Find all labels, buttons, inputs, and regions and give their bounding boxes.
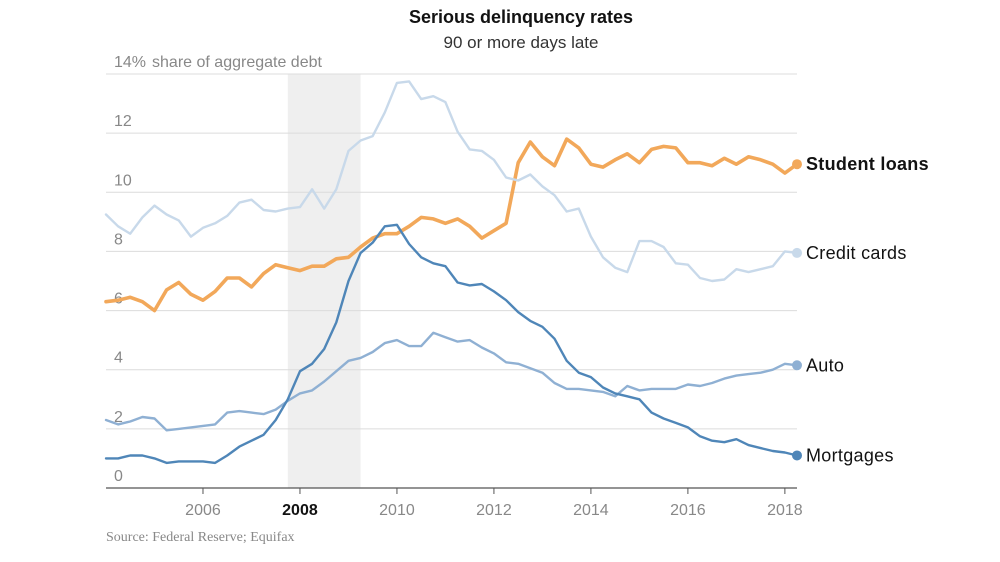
y-tick-label-10: 10 <box>114 172 132 189</box>
series-label-mortgages: Mortgages <box>806 445 894 465</box>
x-tick-label-2016: 2016 <box>670 502 706 519</box>
y-tick-label-8: 8 <box>114 231 123 248</box>
y-tick-label-0: 0 <box>114 468 123 485</box>
series-end-dot-auto <box>792 360 802 371</box>
chart-title: Serious delinquency rates <box>409 7 633 27</box>
series-end-dot-student-loans <box>792 159 802 170</box>
series-line-auto <box>104 331 799 432</box>
y-tick-label-12: 12 <box>114 113 132 130</box>
series-line-mortgages <box>104 223 799 465</box>
series-label-auto: Auto <box>806 355 844 375</box>
series-label-student-loans: Student loans <box>806 154 929 174</box>
chart-subtitle: 90 or more days late <box>444 33 599 52</box>
x-tick-label-2014: 2014 <box>573 502 609 519</box>
y-axis-label: share of aggregate debt <box>152 54 322 71</box>
series-end-dot-credit-cards <box>792 247 802 258</box>
source-note: Source: Federal Reserve; Equifax <box>106 530 295 545</box>
series-line-student-loans <box>104 137 799 313</box>
series-lines <box>104 80 799 465</box>
series-label-credit-cards: Credit cards <box>806 243 907 263</box>
x-tick-label-2006: 2006 <box>185 502 221 519</box>
series-end-dot-mortgages <box>792 450 802 461</box>
series-end-labels: Student loans Credit cards Auto Mortgages <box>792 154 929 465</box>
y-tick-label-2: 2 <box>114 409 123 426</box>
x-tick-label-2010: 2010 <box>379 502 415 519</box>
x-tick-label-2008: 2008 <box>282 502 318 519</box>
x-tick-label-2012: 2012 <box>476 502 512 519</box>
x-axis-ticks: 2006 2008 2010 2012 2014 2016 2018 <box>185 488 803 519</box>
x-tick-label-2018: 2018 <box>767 502 803 519</box>
y-tick-label-14: 14% <box>114 54 146 71</box>
gridlines <box>106 73 797 430</box>
series-line-credit-cards <box>104 80 799 283</box>
y-tick-label-4: 4 <box>114 350 123 367</box>
